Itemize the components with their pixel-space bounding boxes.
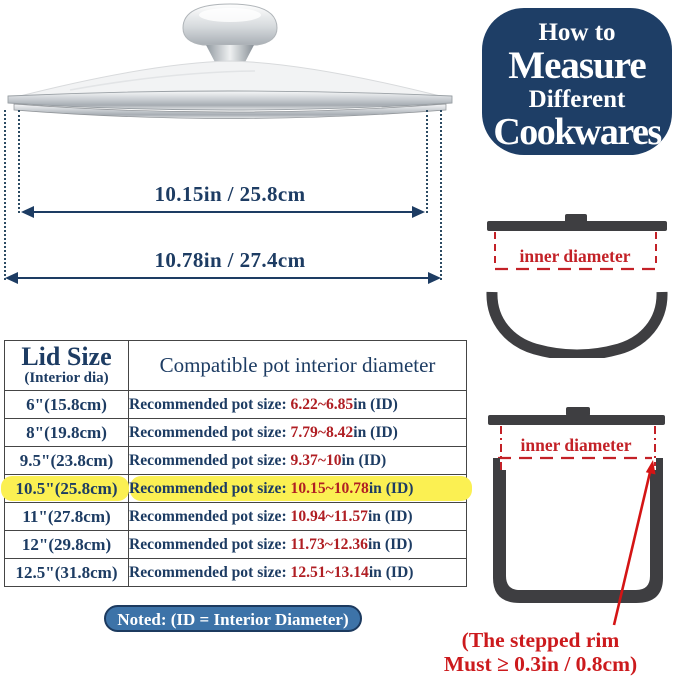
lid-size-cell: 11"(27.8cm)	[22, 506, 111, 526]
dotted-guide-line	[440, 110, 442, 280]
title-line: Measure	[508, 44, 646, 87]
lid-rim	[7, 90, 453, 111]
lid-size-header: Lid Size (Interior dia)	[4, 340, 129, 391]
table-header-row: Lid Size (Interior dia) Compatible pot i…	[4, 340, 467, 391]
table-row: 12"(29.8cm) Recommended pot size: 11.73~…	[4, 530, 467, 559]
bowl-icon	[486, 291, 668, 358]
pot-icon	[493, 458, 663, 603]
lid-size-cell: 12.5"(31.8cm)	[15, 562, 118, 582]
title-line: Cookwares	[493, 110, 662, 153]
pot-size-cell: Recommended pot size: 10.94~11.57in (ID)	[129, 507, 413, 525]
pot-size-cell: Recommended pot size: 11.73~12.36in (ID)	[129, 535, 413, 553]
compatible-diameter-header: Compatible pot interior diameter	[128, 340, 467, 391]
outer-diameter-arrow	[5, 272, 441, 284]
dotted-guide-line	[18, 110, 20, 213]
inner-diameter-label: inner diameter	[521, 435, 632, 455]
pot-size-cell: Recommended pot size: 6.22~6.85in (ID)	[129, 395, 398, 413]
lid-size-cell: 10.5"(25.8cm)	[15, 478, 118, 498]
glass-lid-illustration	[7, 3, 453, 119]
lid-size-cell: 6"(15.8cm)	[26, 394, 107, 414]
pot-size-cell: Recommended pot size: 12.51~13.14in (ID)	[129, 563, 414, 581]
arrowhead-left-icon	[5, 272, 18, 284]
lid-size-table: Lid Size (Interior dia) Compatible pot i…	[1, 340, 472, 587]
pot-size-cell: Recommended pot size: 9.37~10in (ID)	[129, 451, 387, 469]
table-row: 9.5"(23.8cm) Recommended pot size: 9.37~…	[4, 446, 467, 475]
arrowhead-right-icon	[428, 272, 441, 284]
inner-diameter-arrow	[21, 206, 425, 218]
title-line: How to	[538, 19, 616, 46]
arrowhead-right-icon	[412, 206, 425, 218]
dotted-guide-line	[4, 110, 6, 280]
bowl-measure-diagram: inner diameter	[486, 214, 668, 358]
inner-diameter-dimension-label: 10.15in / 25.8cm	[154, 182, 306, 206]
outer-diameter-dimension-label: 10.78in / 27.4cm	[154, 248, 306, 272]
table-row: 11"(27.8cm) Recommended pot size: 10.94~…	[4, 502, 467, 531]
lid-size-cell: 12"(29.8cm)	[21, 534, 112, 554]
title-line: Different	[528, 85, 626, 113]
flat-lid-icon	[487, 221, 667, 231]
pot-size-cell: Recommended pot size: 10.15~10.78in (ID)	[129, 479, 414, 497]
lid-size-cell: 9.5"(23.8cm)	[19, 450, 114, 470]
arrowhead-left-icon	[21, 206, 34, 218]
lid-knob-icon	[565, 214, 587, 223]
flat-lid-icon	[488, 415, 665, 425]
note-pill: Noted: (ID = Interior Diameter)	[104, 605, 362, 632]
lid-knob-icon	[566, 407, 590, 416]
title-box: How to Measure Different Cookwares	[482, 8, 672, 155]
table-row: 8"(19.8cm) Recommended pot size: 7.79~8.…	[4, 418, 467, 447]
table-row: 6"(15.8cm) Recommended pot size: 6.22~6.…	[4, 390, 467, 419]
lid-glass-dome	[15, 60, 445, 98]
pot-measure-diagram: inner diameter	[488, 407, 665, 626]
stepped-rim-caption: (The stepped rim Must ≥ 0.3in / 0.8cm)	[443, 628, 638, 677]
dotted-guide-line	[426, 110, 428, 213]
inner-diameter-label: inner diameter	[520, 246, 631, 266]
stepped-rim-arrow	[612, 460, 656, 626]
table-row: 10.5"(25.8cm) Recommended pot size: 10.1…	[1, 474, 472, 503]
pot-size-cell: Recommended pot size: 7.79~8.42in (ID)	[129, 423, 398, 441]
lid-size-cell: 8"(19.8cm)	[26, 422, 107, 442]
table-row: 12.5"(31.8cm) Recommended pot size: 12.5…	[4, 558, 467, 587]
